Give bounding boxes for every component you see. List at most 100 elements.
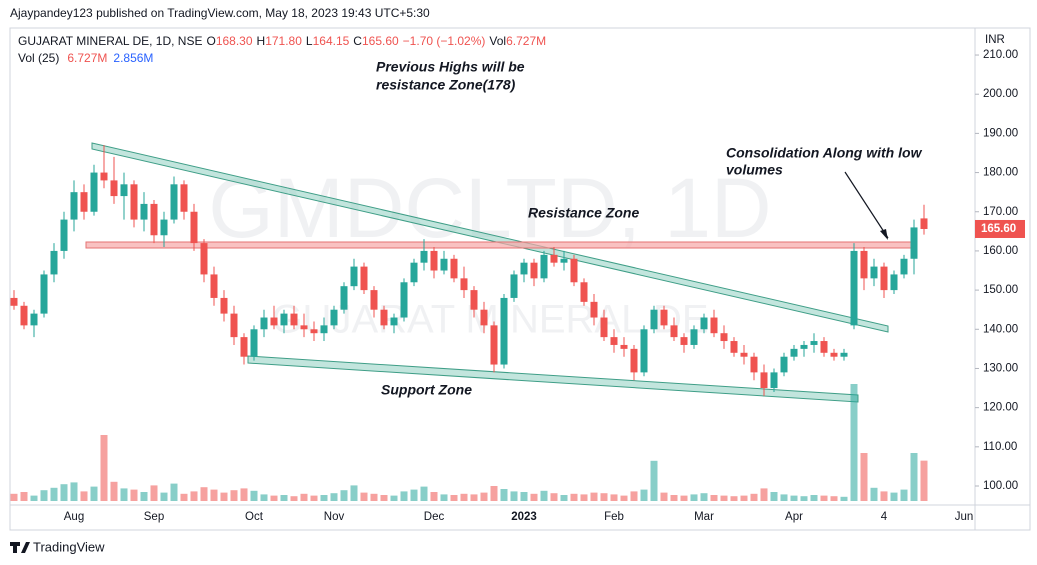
volume-bar [270, 495, 278, 501]
candle-body [690, 329, 698, 345]
candle-body [310, 329, 318, 334]
volume-bar [560, 495, 568, 501]
candle-body [630, 348, 638, 373]
currency: INR [985, 34, 1005, 46]
candle-body [740, 352, 748, 357]
candle-body [290, 313, 298, 326]
volume-bar [340, 490, 348, 501]
candle-body [750, 356, 758, 373]
legend-item: 171.80 [265, 34, 302, 48]
candle-body [230, 313, 238, 338]
candle-body [100, 172, 108, 181]
candle-body [520, 262, 528, 275]
volume-bar [530, 493, 538, 501]
y-tick-label: 140.00 [983, 323, 1018, 335]
y-tick-label: 110.00 [983, 441, 1017, 453]
candle-body [360, 266, 368, 291]
volume-bar [900, 489, 908, 501]
candle-body [340, 286, 348, 310]
legend-item: 6.727M [506, 34, 546, 48]
candle-body [10, 297, 18, 306]
candle-body [240, 337, 248, 357]
candle-body [410, 262, 418, 283]
volume-bar [410, 489, 418, 501]
volume-bar [10, 493, 18, 501]
volume-bar [210, 489, 218, 501]
volume-bar [20, 492, 28, 501]
y-tick-label: 160.00 [983, 245, 1018, 257]
x-tick-label: 4 [881, 511, 888, 523]
x-tick-label: Jun [955, 511, 974, 523]
volume-bar [460, 493, 468, 501]
x-tick-label: Oct [245, 511, 264, 523]
candle-body [50, 250, 58, 275]
legend-item: Vol (25) [18, 51, 59, 65]
volume-bar [510, 491, 518, 501]
candle-body [890, 274, 898, 291]
resistance-band [85, 241, 916, 249]
volume-bar [100, 435, 108, 501]
candle-body [720, 333, 728, 342]
candle-body [260, 317, 268, 330]
candle-body [390, 317, 398, 326]
candle-body [450, 258, 458, 279]
legend-item: Vol [489, 34, 506, 48]
candle-body [780, 356, 788, 373]
legend-item: C [353, 34, 362, 48]
candle-body [120, 184, 128, 197]
y-tick-label: 170.00 [983, 206, 1018, 218]
candle-body [60, 219, 68, 251]
volume-bar [260, 494, 268, 501]
candle-body [30, 313, 38, 326]
arrow-head [880, 229, 888, 240]
volume-bar [120, 488, 128, 501]
x-tick-label: Dec [424, 511, 445, 523]
volume-bar [150, 485, 158, 501]
volume-bar [720, 495, 728, 501]
volume-bar [470, 494, 478, 501]
candle-body [590, 301, 598, 318]
candle-body [810, 341, 818, 345]
candle-body [420, 250, 428, 263]
volume-bar [710, 495, 718, 501]
candle-body [90, 172, 98, 212]
y-tick-label: 100.00 [983, 480, 1018, 492]
volume-bar [130, 489, 138, 501]
candle-body [170, 184, 178, 220]
volume-bar [580, 494, 588, 501]
volume-bar [290, 496, 298, 501]
volume-bar [890, 492, 898, 501]
candle-body [570, 258, 578, 283]
candle-body [200, 243, 208, 275]
last-price-tag [975, 219, 1025, 238]
candle-body [320, 325, 328, 334]
volume-bar [600, 493, 608, 501]
volume-bar [430, 492, 438, 501]
legend: GUJARAT MINERAL DE, 1D, NSE O168.30 H171.8… [18, 34, 546, 65]
candle-body [870, 266, 878, 279]
candle-body [540, 254, 548, 279]
volume-bar [840, 496, 848, 501]
volume-bar [190, 491, 198, 501]
volume-bar [660, 492, 668, 501]
volume-bar [60, 484, 68, 501]
volume-bar [140, 492, 148, 501]
volume-bar [70, 482, 78, 501]
volume-bar [480, 492, 488, 501]
candle-body [80, 192, 88, 212]
candle-body [650, 309, 658, 330]
volume-bar [110, 481, 118, 501]
volume-bar [780, 494, 788, 501]
candle-body [790, 348, 798, 357]
candle-body [460, 278, 468, 291]
volume-bar [920, 460, 928, 501]
legend-item: O [206, 34, 215, 48]
legend-item: GUJARAT MINERAL DE, 1D, NSE [18, 34, 202, 48]
candle-body [860, 250, 868, 279]
volume-bar [50, 487, 58, 501]
candle-body [440, 258, 448, 271]
volume-bar [850, 384, 858, 501]
watermark-title: GMDCLTD, 1D [208, 161, 771, 255]
volume-bar [160, 492, 168, 501]
